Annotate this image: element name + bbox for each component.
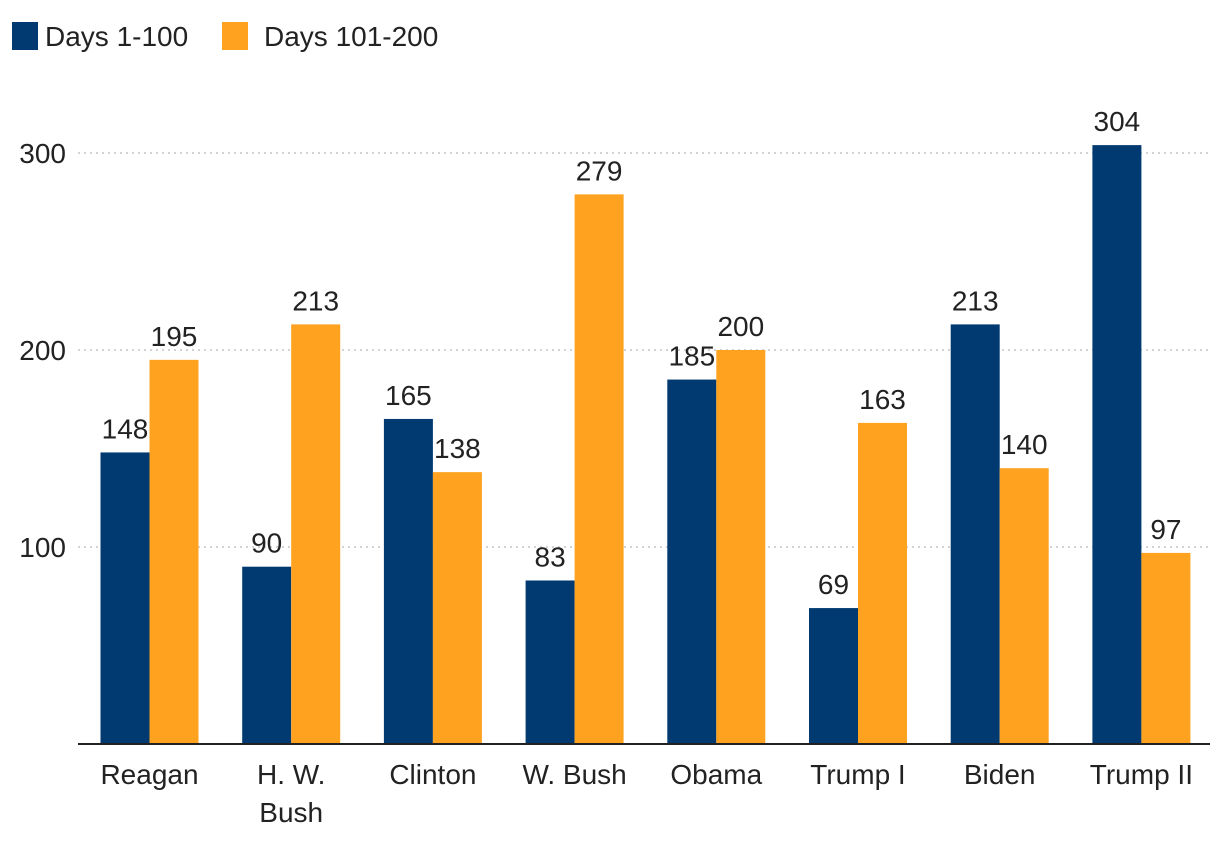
data-label: 200 xyxy=(717,311,764,342)
data-label: 304 xyxy=(1094,106,1141,137)
x-tick-label: Trump I xyxy=(810,759,905,790)
data-label: 279 xyxy=(576,155,623,186)
bar-days-101-200 xyxy=(999,468,1049,744)
data-label: 165 xyxy=(385,380,432,411)
x-tick-label: Biden xyxy=(964,759,1036,790)
bar-days-1-100 xyxy=(1092,145,1142,744)
bar-days-1-100 xyxy=(242,566,292,744)
x-tick-label: W. Bush xyxy=(522,759,626,790)
data-label: 213 xyxy=(952,285,999,316)
bar-days-101-200 xyxy=(149,359,199,744)
x-tick-label: Bush xyxy=(259,797,323,828)
legend-label: Days 1-100 xyxy=(45,21,188,52)
bar-days-1-100 xyxy=(100,452,150,744)
bar-days-101-200 xyxy=(1141,552,1191,744)
data-label: 163 xyxy=(859,384,906,415)
x-tick-label: H. W. xyxy=(257,759,325,790)
data-label: 83 xyxy=(535,541,566,572)
x-tick-label: Obama xyxy=(670,759,762,790)
data-label: 195 xyxy=(151,321,198,352)
data-label: 148 xyxy=(102,413,149,444)
x-tick-label: Trump II xyxy=(1090,759,1193,790)
bar-days-1-100 xyxy=(383,418,433,744)
x-axis: Reagan H. W. Bush Clinton W. Bush Obama Trump … xyxy=(100,759,1193,828)
legend-swatch-days-101-200 xyxy=(222,22,248,50)
legend-label: Days 101-200 xyxy=(264,21,438,52)
bar-days-101-200 xyxy=(291,324,341,744)
y-axis: 100 200 300 xyxy=(19,138,66,563)
x-tick-label: Reagan xyxy=(100,759,198,790)
bar-days-101-200 xyxy=(858,422,907,744)
bars xyxy=(100,145,1191,744)
data-label: 213 xyxy=(292,285,339,316)
bar-days-101-200 xyxy=(574,194,624,744)
bar-days-1-100 xyxy=(667,379,717,744)
bar-days-1-100 xyxy=(950,324,1000,744)
bar-days-101-200 xyxy=(716,350,766,744)
bar-days-1-100 xyxy=(525,580,575,744)
data-label: 97 xyxy=(1150,514,1181,545)
bar-days-101-200 xyxy=(432,472,482,744)
y-tick-label: 200 xyxy=(19,335,66,366)
data-label: 140 xyxy=(1001,429,1048,460)
legend-swatch-days-1-100 xyxy=(12,22,38,50)
bar-days-1-100 xyxy=(809,608,858,744)
data-label: 185 xyxy=(668,341,715,372)
y-tick-label: 300 xyxy=(19,138,66,169)
y-tick-label: 100 xyxy=(19,532,66,563)
data-label: 90 xyxy=(251,528,282,559)
x-tick-label: Clinton xyxy=(389,759,476,790)
legend: Days 1-100 Days 101-200 xyxy=(12,21,438,52)
data-label: 138 xyxy=(434,433,481,464)
data-label: 69 xyxy=(818,569,849,600)
